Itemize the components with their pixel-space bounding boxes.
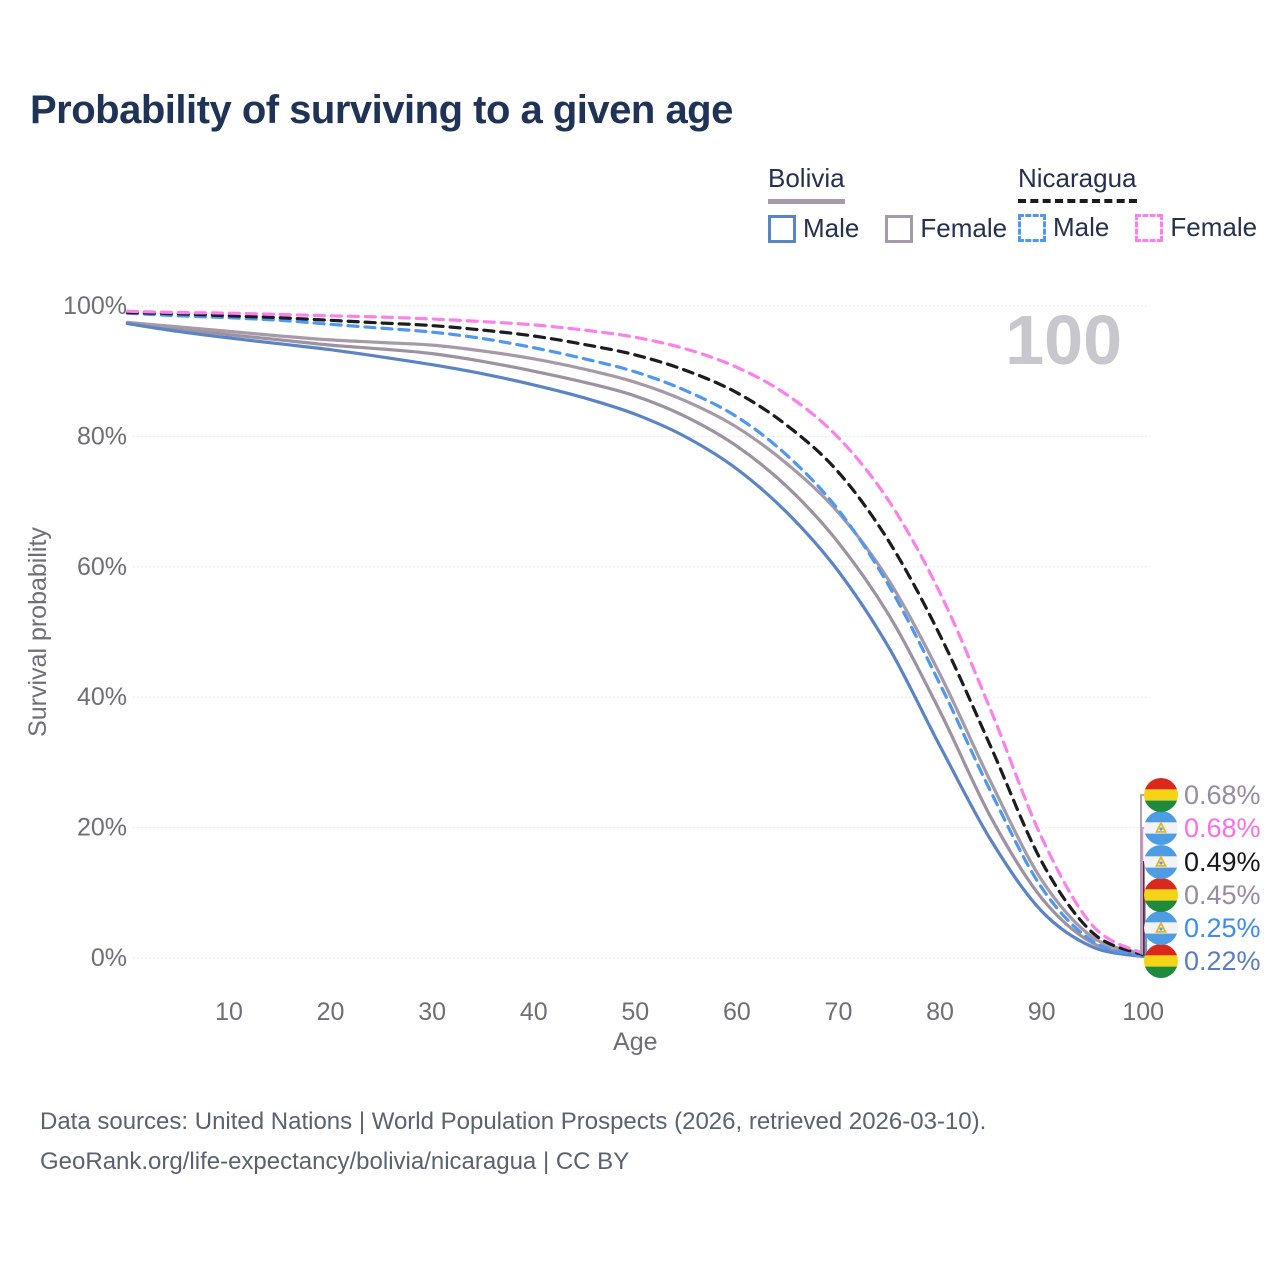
legend-country-bolivia: Bolivia [768, 163, 845, 204]
flag-stripes [1144, 878, 1178, 912]
nicaragua-male-swatch-icon [1018, 213, 1046, 242]
flag-stripe-bottom [1144, 900, 1178, 912]
nicaragua-flag-icon [1144, 811, 1178, 845]
flag-stripe-bottom [1144, 833, 1178, 845]
y-tick-label: 80% [77, 422, 127, 450]
chart-legend: Bolivia Male Female Nicaragua Male Femal… [0, 0, 1280, 260]
curve-nicaragua-male [125, 311, 1145, 958]
end-value-label: 0.25% [1184, 913, 1261, 943]
bolivia-flag-icon [1144, 944, 1178, 978]
legend-item-label: Female [1170, 212, 1258, 242]
curve-nicaragua-all- [125, 310, 1145, 957]
end-value-label: 0.68% [1184, 780, 1261, 810]
x-tick-label: 70 [825, 998, 853, 1026]
flag-stripe-bottom [1144, 933, 1178, 945]
flag-stripe-top [1144, 811, 1178, 823]
x-tick-label: 40 [520, 998, 548, 1026]
x-tick-label: 90 [1028, 998, 1056, 1026]
x-tick-label: 10 [215, 998, 243, 1026]
bolivia-male-swatch-icon [768, 214, 796, 243]
end-value-label: 0.49% [1184, 847, 1261, 877]
nicaragua-female-swatch-icon [1135, 213, 1164, 242]
x-tick-label: 100 [1122, 998, 1164, 1026]
legend-item-nicaragua-female[interactable]: Female [1135, 212, 1257, 243]
flag-stripes [1144, 845, 1178, 879]
attribution-text: GeoRank.org/life-expectancy/bolivia/nica… [40, 1148, 630, 1175]
age-watermark: 100 [1005, 301, 1122, 379]
y-tick-label: 60% [77, 553, 127, 581]
x-tick-label: 50 [621, 998, 649, 1026]
y-axis-title: Survival probability [24, 527, 52, 737]
legend-group-nicaragua: Nicaragua Male Female [1018, 163, 1257, 243]
flag-stripe-bottom [1144, 867, 1178, 879]
y-tick-label: 0% [91, 944, 127, 972]
nicaragua-flag-icon [1144, 911, 1178, 945]
flag-stripes [1144, 911, 1178, 945]
legend-item-bolivia-male[interactable]: Male [768, 213, 859, 244]
legend-item-bolivia-female[interactable]: Female [885, 213, 1007, 244]
legend-item-label: Female [920, 213, 1008, 243]
legend-item-label: Male [803, 213, 860, 243]
legend-group-bolivia: Bolivia Male Female [768, 163, 1007, 244]
bolivia-flag-icon [1144, 878, 1178, 912]
nicaragua-flag-icon [1144, 845, 1178, 879]
flag-stripe-middle [1144, 789, 1178, 801]
x-tick-label: 60 [723, 998, 751, 1026]
flag-stripe-top [1144, 845, 1178, 857]
curve-bolivia-male [125, 322, 1145, 959]
legend-item-label: Male [1053, 212, 1110, 242]
bolivia-flag-icon [1144, 778, 1178, 812]
y-tick-label: 40% [77, 683, 127, 711]
flag-stripes [1144, 944, 1178, 978]
nicaragua-emblem-dot [1159, 927, 1163, 931]
flag-stripe-middle [1144, 955, 1178, 967]
curve-bolivia-all- [125, 321, 1145, 957]
y-tick-label: 100% [63, 292, 127, 320]
flag-stripe-bottom [1144, 966, 1178, 978]
flag-stripe-top [1144, 778, 1178, 790]
x-axis-title: Age [613, 1028, 657, 1056]
flag-stripe-top [1144, 911, 1178, 923]
flag-stripe-bottom [1144, 800, 1178, 812]
flag-stripes [1144, 811, 1178, 845]
page-title: Probability of surviving to a given age [30, 88, 733, 132]
legend-item-nicaragua-male[interactable]: Male [1018, 212, 1109, 243]
x-tick-label: 30 [418, 998, 446, 1026]
curve-nicaragua-female [125, 309, 1145, 956]
curve-bolivia-female [125, 320, 1145, 956]
end-value-label: 0.68% [1184, 813, 1261, 843]
nicaragua-emblem-dot [1159, 827, 1163, 831]
x-tick-label: 20 [317, 998, 345, 1026]
nicaragua-emblem-dot [1159, 861, 1163, 865]
flag-stripe-top [1144, 878, 1178, 890]
flag-stripe-top [1144, 944, 1178, 956]
x-tick-label: 80 [926, 998, 954, 1026]
y-tick-label: 20% [77, 814, 127, 842]
bolivia-female-swatch-icon [885, 214, 914, 243]
flag-stripe-middle [1144, 889, 1178, 901]
data-source-text: Data sources: United Nations | World Pop… [40, 1108, 987, 1135]
end-value-label: 0.45% [1184, 880, 1261, 910]
legend-country-nicaragua: Nicaragua [1018, 163, 1137, 203]
flag-stripes [1144, 778, 1178, 812]
end-value-label: 0.22% [1184, 946, 1261, 976]
